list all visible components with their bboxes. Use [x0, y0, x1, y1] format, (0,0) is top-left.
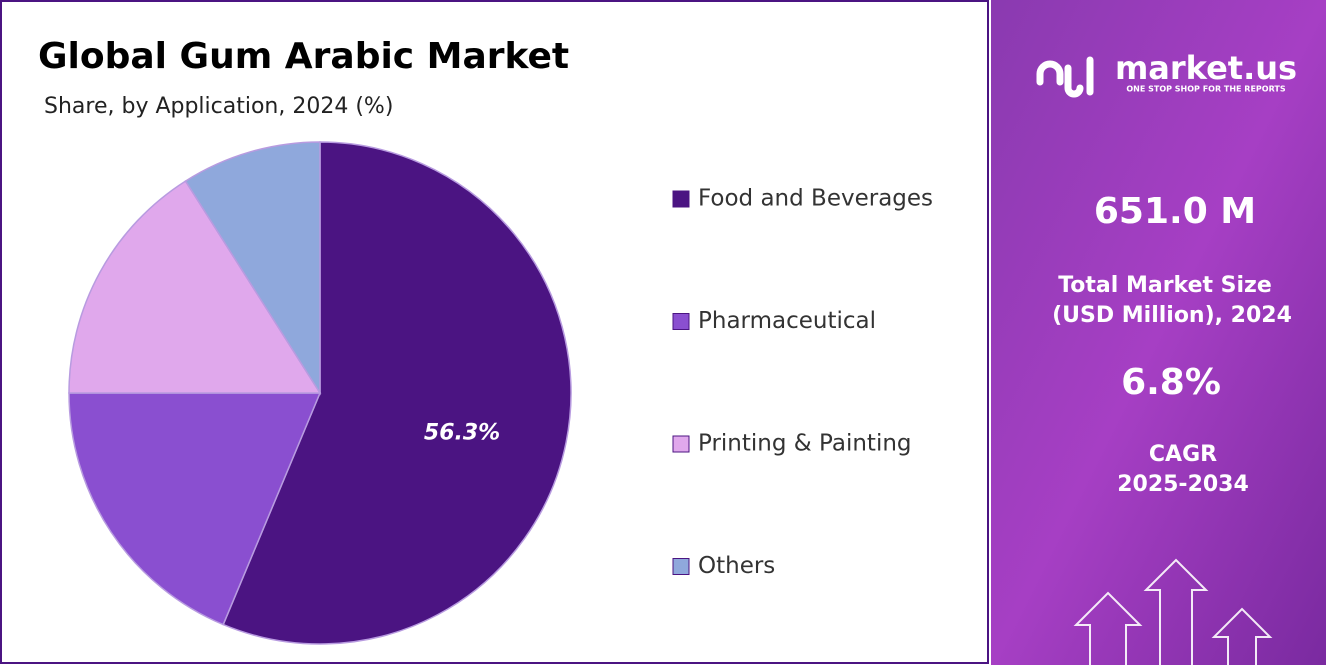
pie-slice: [184, 141, 321, 396]
legend: Food and Beverages Pharmaceutical Printing…: [672, 186, 933, 579]
arrows-decoration: [1073, 558, 1273, 665]
legend-swatch: [672, 313, 690, 330]
brand: market.us: [1115, 49, 1297, 87]
chart-title: Global Gum Arabic Market: [38, 36, 569, 77]
chart-subtitle: Share, by Application, 2024 (%): [44, 94, 393, 119]
market-size: 651.0 M: [1094, 191, 1256, 232]
pie-slice: [68, 392, 322, 626]
info-panel: [991, 0, 1326, 665]
legend-swatch: [672, 558, 690, 575]
pie-slice: [222, 141, 572, 645]
market-size-label: (USD Million), 2024: [1052, 303, 1292, 328]
legend-swatch: [672, 190, 690, 208]
pie-slice: [68, 180, 322, 394]
logo-icon: [1036, 56, 1094, 98]
legend-label: Others: [698, 553, 775, 579]
legend-label: Pharmaceutical: [698, 308, 876, 334]
cagr-label: CAGR: [1149, 442, 1217, 467]
tagline: ONE STOP SHOP FOR THE REPORTS: [1126, 85, 1285, 94]
legend-label: Printing & Painting: [698, 431, 912, 457]
cagr: 6.8%: [1121, 362, 1221, 403]
legend-label: Food and Beverages: [698, 186, 933, 212]
cagr-label: 2025-2034: [1117, 472, 1249, 497]
data-label: 56.3%: [424, 420, 500, 445]
pie: 56.3%: [68, 141, 572, 645]
legend-swatch: [672, 435, 690, 453]
market-size-label: Total Market Size: [1058, 273, 1272, 298]
